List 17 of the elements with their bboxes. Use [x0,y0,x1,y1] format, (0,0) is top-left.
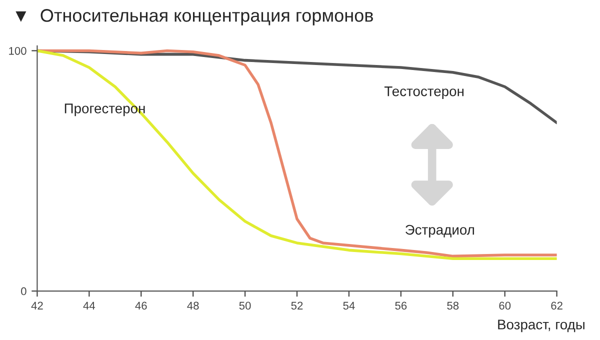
x-tick-label: 58 [447,302,459,310]
x-tick-label: 60 [499,302,511,310]
x-tick-label: 44 [83,302,96,310]
series-label: Эстрадиол [406,224,474,238]
chart-title: ▼ Относительная концентрация гормонов [16,9,373,26]
x-tick-label: 50 [239,302,251,310]
y-tick-label: 0 [21,287,26,296]
y-tick-label: 100 [9,46,26,55]
x-tick-label: 62 [551,302,562,310]
series-label: Тестостерон [384,86,464,99]
x-tick-label: 42 [31,302,43,310]
x-tick-label: 48 [187,302,199,310]
x-tick-label: 52 [291,302,303,310]
x-tick-label: 54 [343,302,355,310]
x-tick-label: 56 [395,302,407,310]
x-axis-title: Возраст, годы [498,320,584,332]
x-tick-label: 46 [135,302,147,310]
